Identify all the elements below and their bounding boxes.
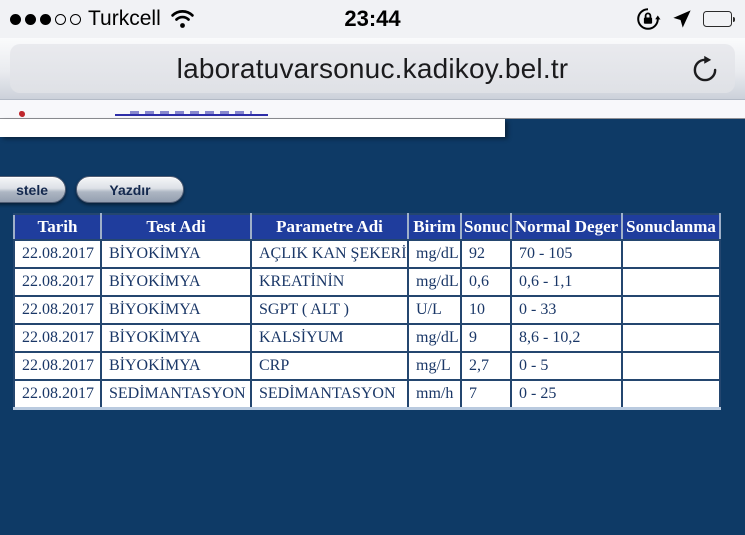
col-header-test-adi: Test Adi [100, 213, 252, 241]
cell-test-adi: BİYOKİMYA [100, 239, 252, 269]
clipped-link-text [130, 111, 252, 114]
cell-tarih: 22.08.2017 [13, 239, 102, 269]
signal-dot [10, 13, 21, 25]
page-header-cutoff [0, 100, 745, 119]
table-row: 22.08.2017 BİYOKİMYA KREATİNİN mg/dL 0,6… [13, 267, 721, 297]
status-bar: Turkcell 23:44 [0, 0, 745, 38]
cell-sonuc: 7 [460, 379, 512, 410]
cell-sonuc: 10 [460, 295, 512, 325]
lab-results-table: Tarih Test Adi Parametre Adi Birim Sonuc… [13, 213, 721, 410]
reload-button[interactable] [689, 53, 721, 85]
cell-birim: mg/dL [407, 239, 462, 269]
clipped-link-underline[interactable] [115, 114, 268, 116]
orientation-lock-icon [635, 6, 661, 32]
cell-birim: U/L [407, 295, 462, 325]
cell-test-adi: SEDİMANTASYON [100, 379, 252, 410]
cell-birim: mg/L [407, 351, 462, 381]
table-header-row: Tarih Test Adi Parametre Adi Birim Sonuc… [13, 213, 721, 241]
cell-sonuclanma [621, 267, 721, 297]
listele-button[interactable]: stele [0, 176, 66, 203]
cell-parametre-adi: KALSİYUM [250, 323, 409, 353]
cell-test-adi: BİYOKİMYA [100, 351, 252, 381]
browser-chrome: laboratuvarsonuc.kadikoy.bel.tr [0, 38, 745, 100]
cell-birim: mg/dL [407, 267, 462, 297]
cell-test-adi: BİYOKİMYA [100, 295, 252, 325]
signal-dot [70, 13, 81, 25]
cell-test-adi: BİYOKİMYA [100, 267, 252, 297]
cell-sonuclanma [621, 379, 721, 410]
table-row: 22.08.2017 SEDİMANTASYON SEDİMANTASYON m… [13, 379, 721, 410]
col-header-parametre-adi: Parametre Adi [250, 213, 409, 241]
carrier-label: Turkcell [88, 7, 161, 30]
address-bar[interactable]: laboratuvarsonuc.kadikoy.bel.tr [10, 44, 735, 93]
battery-icon [702, 11, 735, 27]
cell-tarih: 22.08.2017 [13, 379, 102, 410]
col-header-birim: Birim [407, 213, 462, 241]
cell-normal-deger: 8,6 - 10,2 [510, 323, 623, 353]
location-icon [672, 9, 692, 29]
table-row: 22.08.2017 BİYOKİMYA AÇLIK KAN ŞEKERİ mg… [13, 239, 721, 269]
col-header-sonuclanma: Sonuclanma [621, 213, 721, 241]
yazdir-button[interactable]: Yazdır [76, 176, 184, 203]
cell-tarih: 22.08.2017 [13, 323, 102, 353]
table-row: 22.08.2017 BİYOKİMYA SGPT ( ALT ) U/L 10… [13, 295, 721, 325]
web-page: stele Yazdır Tarih Test Adi Parametre Ad… [0, 100, 745, 535]
cell-normal-deger: 0 - 25 [510, 379, 623, 410]
cell-test-adi: BİYOKİMYA [100, 323, 252, 353]
col-header-sonuc: Sonuc [460, 213, 512, 241]
table-row: 22.08.2017 BİYOKİMYA KALSİYUM mg/dL 9 8,… [13, 323, 721, 353]
page-header-panel [0, 119, 505, 137]
col-header-tarih: Tarih [13, 213, 102, 241]
cell-normal-deger: 0 - 33 [510, 295, 623, 325]
signal-dot [40, 13, 51, 25]
cell-parametre-adi: SEDİMANTASYON [250, 379, 409, 410]
cell-birim: mm/h [407, 379, 462, 410]
wifi-icon [169, 9, 196, 29]
cell-parametre-adi: CRP [250, 351, 409, 381]
cell-normal-deger: 0,6 - 1,1 [510, 267, 623, 297]
cell-normal-deger: 0 - 5 [510, 351, 623, 381]
cell-sonuclanma [621, 351, 721, 381]
cell-sonuc: 9 [460, 323, 512, 353]
cell-parametre-adi: KREATİNİN [250, 267, 409, 297]
cell-sonuc: 92 [460, 239, 512, 269]
col-header-normal-deger: Normal Deger [510, 213, 623, 241]
cell-tarih: 22.08.2017 [13, 351, 102, 381]
url-text: laboratuvarsonuc.kadikoy.bel.tr [176, 52, 569, 84]
cell-parametre-adi: SGPT ( ALT ) [250, 295, 409, 325]
clipped-red-text-fragment [19, 111, 25, 117]
signal-dot [55, 13, 66, 25]
cell-sonuclanma [621, 323, 721, 353]
cell-tarih: 22.08.2017 [13, 295, 102, 325]
signal-strength-icon [10, 13, 81, 25]
cell-sonuclanma [621, 295, 721, 325]
cell-sonuc: 2,7 [460, 351, 512, 381]
cell-sonuclanma [621, 239, 721, 269]
cell-normal-deger: 70 - 105 [510, 239, 623, 269]
cell-birim: mg/dL [407, 323, 462, 353]
table-row: 22.08.2017 BİYOKİMYA CRP mg/L 2,7 0 - 5 [13, 351, 721, 381]
cell-sonuc: 0,6 [460, 267, 512, 297]
cell-parametre-adi: AÇLIK KAN ŞEKERİ [250, 239, 409, 269]
signal-dot [25, 13, 36, 25]
cell-tarih: 22.08.2017 [13, 267, 102, 297]
